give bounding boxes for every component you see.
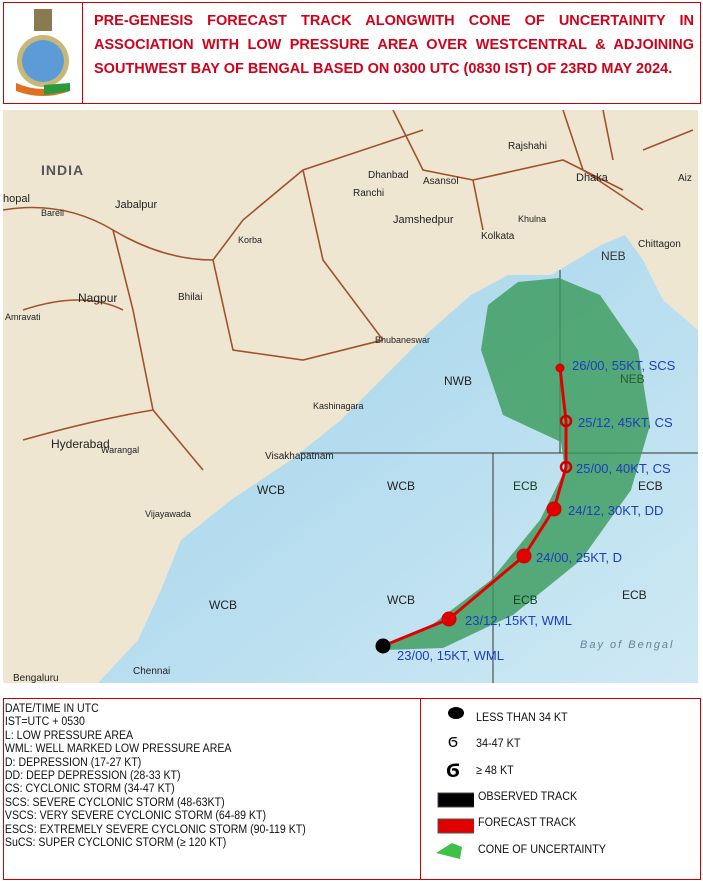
region-label: NWB: [444, 374, 472, 388]
cone-of-uncertainty: [383, 278, 650, 650]
place-label: Korba: [238, 235, 262, 245]
forecast-position-marker: [555, 363, 565, 373]
title-line: ASSOCIATION WITH LOW PRESSURE AREA OVER …: [94, 37, 694, 53]
state-borders: [2, 109, 694, 471]
forecast-position-marker: [559, 414, 573, 428]
legend-symbol-label: ≥ 48 KT: [476, 763, 514, 777]
green-cone-icon: [436, 843, 462, 859]
region-label: WCB: [387, 593, 415, 607]
track-point-label: 25/00, 40KT, CS: [576, 461, 671, 476]
place-label: Warangal: [101, 445, 139, 455]
place-label: Dhaka: [576, 172, 609, 184]
legend-text: L: LOW PRESSURE AREA: [4, 729, 134, 742]
imd-logo: [4, 3, 83, 103]
place-label: Ranchi: [353, 188, 384, 199]
legend-symbol-label: CONE OF UNCERTAINTY: [478, 842, 607, 856]
forecast-position-marker: [559, 460, 573, 474]
place-label: Aiz: [678, 173, 692, 184]
place-label: Chittagon: [638, 239, 681, 250]
legend-symbol-label: 34-47 KT: [476, 736, 521, 750]
place-label: Visakhapatnam: [265, 451, 334, 462]
region-label: WCB: [257, 483, 285, 497]
region-label: ECB: [622, 588, 647, 602]
place-label: hopal: [3, 193, 30, 205]
legend-text: WML: WELL MARKED LOW PRESSURE AREA: [4, 743, 232, 756]
place-label: Kolkata: [481, 231, 515, 242]
black-box-icon: [437, 792, 474, 808]
place-label: Dhanbad: [368, 170, 409, 181]
region-label: ECB: [513, 593, 538, 607]
title-line: SOUTHWEST BAY OF BENGAL BASED ON 0300 UT…: [94, 61, 673, 77]
observed-position-marker: [375, 638, 391, 654]
region-label: NEB: [620, 372, 645, 386]
track-point-label: 23/00, 15KT, WML: [397, 648, 504, 663]
cyclone-large-icon: ϭ: [446, 756, 460, 783]
track-point-label: 23/12, 15KT, WML: [465, 613, 572, 628]
track-point-label: 26/00, 55KT, SCS: [572, 358, 676, 373]
place-label: INDIA: [41, 162, 84, 178]
legend-symbols: ϭ ϭ LESS THAN 34 KT 34-47 KT ≥ 48 KT OBS…: [424, 699, 700, 879]
header: PRE-GENESIS FORECAST TRACK ALONGWITH CON…: [3, 2, 701, 104]
forecast-position-marker: [546, 501, 562, 517]
black-dot-icon: [448, 707, 464, 719]
legend-symbol-label: FORECAST TRACK: [478, 815, 577, 829]
place-label: Bareli: [41, 208, 64, 218]
legend-text: DD: DEEP DEPRESSION (28-33 KT): [4, 770, 181, 783]
region-label: NEB: [601, 249, 626, 263]
place-label: Amravati: [5, 312, 41, 322]
legend-text: IST=UTC + 0530: [4, 716, 85, 729]
track-point-label: 25/12, 45KT, CS: [578, 415, 673, 430]
place-label: Kashinagara: [313, 401, 364, 411]
place-label: Hyderabad: [51, 437, 110, 451]
legend: DATE/TIME IN UTC IST=UTC + 0530 L: LOW P…: [3, 698, 701, 880]
legend-text: DATE/TIME IN UTC: [4, 703, 99, 715]
forecast-map: INDIA hopal Bareli Jabalpur Dhanbad Asansol Ra…: [2, 109, 698, 684]
legend-text: SuCS: SUPER CYCLONIC STORM (≥ 120 KT): [4, 837, 227, 850]
legend-definitions: DATE/TIME IN UTC IST=UTC + 0530 L: LOW P…: [4, 699, 421, 879]
legend-text: ESCS: EXTREMELY SEVERE CYCLONIC STORM (9…: [4, 823, 306, 836]
place-label: Asansol: [423, 176, 459, 187]
place-label: Khulna: [518, 214, 546, 224]
legend-text: D: DEPRESSION (17-27 KT): [4, 756, 142, 769]
title-line: PRE-GENESIS FORECAST TRACK ALONGWITH CON…: [94, 13, 694, 29]
region-label: WCB: [387, 479, 415, 493]
legend-symbol-label: LESS THAN 34 KT: [476, 710, 568, 724]
region-label: WCB: [209, 598, 237, 612]
place-label: Bengaluru: [13, 673, 59, 683]
legend-text: CS: CYCLONIC STORM (34-47 KT): [4, 783, 175, 796]
track-point-label: 24/00, 25KT, D: [536, 550, 622, 565]
legend-symbol-label: OBSERVED TRACK: [478, 789, 578, 803]
place-label: Bhubaneswar: [375, 335, 430, 345]
legend-text: SCS: SEVERE CYCLONIC STORM (48-63KT): [4, 796, 225, 809]
place-label: Jabalpur: [115, 199, 158, 211]
place-label: Vijayawada: [145, 509, 191, 519]
legend-text: VSCS: VERY SEVERE CYCLONIC STORM (64-89 …: [4, 810, 266, 823]
page-title: PRE-GENESIS FORECAST TRACK ALONGWITH CON…: [94, 9, 694, 81]
place-label: Jamshedpur: [393, 214, 454, 226]
place-label: Bhilai: [178, 292, 202, 303]
region-label: ECB: [638, 479, 663, 493]
place-label: Nagpur: [78, 291, 117, 305]
place-label: Rajshahi: [508, 141, 547, 152]
track-point-label: 24/12, 30KT, DD: [568, 503, 663, 518]
place-label: Bay of Bengal: [580, 639, 675, 651]
forecast-position-marker: [516, 548, 532, 564]
red-box-icon: [437, 818, 474, 834]
forecast-position-marker: [441, 611, 457, 627]
legend-icons: ϭ ϭ: [436, 707, 474, 859]
emblem-icon: [16, 9, 70, 96]
region-label: ECB: [513, 479, 538, 493]
cyclone-small-icon: ϭ: [448, 731, 458, 751]
place-label: Chennai: [133, 666, 170, 677]
